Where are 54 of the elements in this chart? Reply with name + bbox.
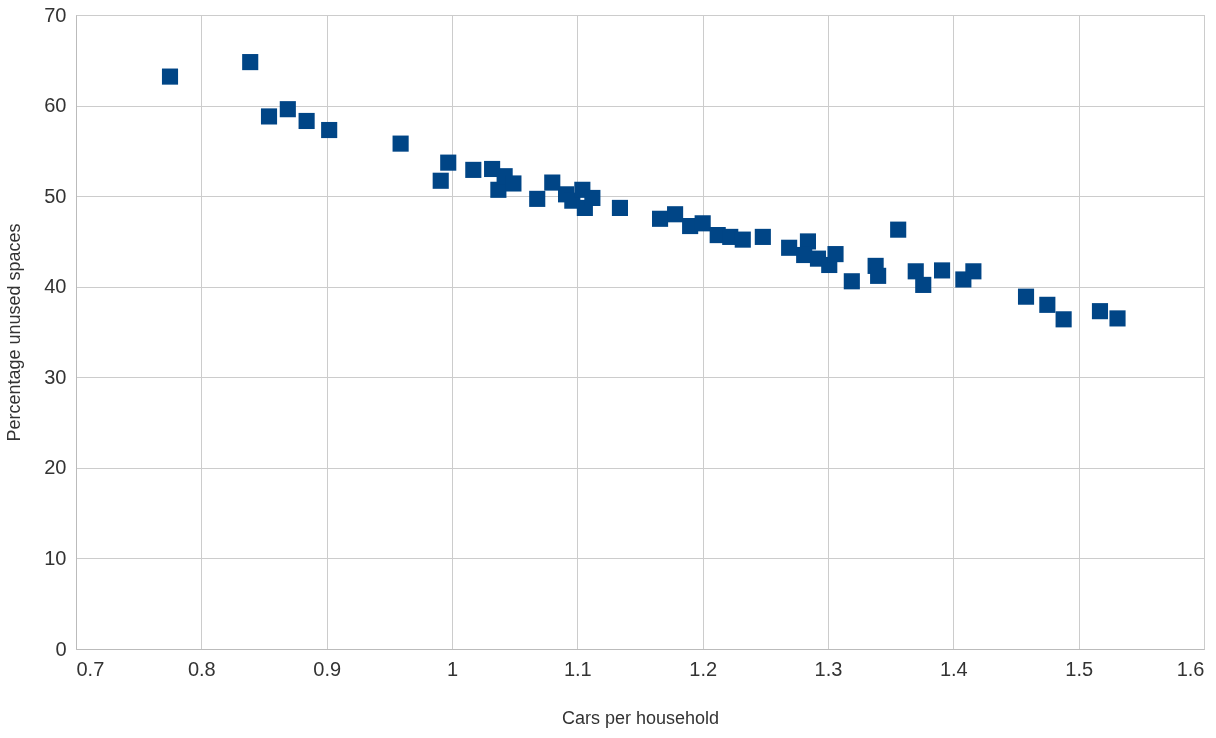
y-tick-label: 10 — [44, 546, 67, 569]
point — [611, 199, 629, 216]
point — [827, 246, 844, 263]
x-tick-label: 1.4 — [939, 657, 968, 680]
point — [667, 206, 684, 223]
point — [432, 172, 449, 189]
point — [279, 101, 296, 118]
point — [321, 121, 338, 139]
y-tick-label: 40 — [44, 275, 67, 298]
point — [440, 154, 457, 171]
y-tick-label: 30 — [44, 365, 67, 388]
point — [298, 112, 315, 130]
point — [242, 54, 259, 71]
y-tick-label: 0 — [55, 637, 67, 660]
point — [1039, 296, 1056, 313]
point — [870, 267, 887, 284]
point — [544, 174, 561, 191]
point — [915, 276, 932, 293]
point — [843, 273, 860, 290]
point — [1109, 310, 1126, 327]
point — [694, 215, 711, 232]
point — [1055, 311, 1072, 328]
x-tick-label: 0.8 — [187, 657, 216, 680]
point — [734, 231, 751, 248]
point — [907, 263, 924, 280]
x-axis-title: Cars per household — [561, 707, 720, 728]
y-tick-label: 60 — [44, 94, 67, 117]
x-tick-label: 1.1 — [563, 657, 592, 680]
point — [1017, 288, 1035, 305]
point — [754, 228, 771, 245]
point — [1091, 303, 1109, 320]
x-tick-label: 1.5 — [1065, 657, 1094, 680]
x-tick-label: 1 — [446, 657, 459, 680]
point — [781, 239, 798, 256]
point — [505, 175, 522, 192]
point — [651, 210, 669, 227]
y-axis-title: Percentage unused spaces — [4, 223, 25, 442]
y-tick-label: 70 — [44, 3, 67, 26]
point — [890, 221, 907, 238]
point — [161, 68, 179, 85]
x-tick-label: 0.7 — [76, 657, 105, 680]
y-tick-label: 20 — [44, 456, 67, 479]
x-tick-label: 0.9 — [313, 657, 342, 680]
point — [584, 189, 601, 207]
point — [965, 263, 982, 280]
point — [933, 262, 951, 279]
y-tick-label: 50 — [44, 184, 67, 207]
x-tick-label: 1.2 — [689, 657, 718, 680]
x-tick-label: 1.6 — [1176, 657, 1205, 680]
point — [529, 190, 546, 207]
point — [260, 108, 278, 125]
point — [392, 135, 409, 152]
point — [465, 161, 482, 178]
x-tick-label: 1.3 — [814, 657, 843, 680]
